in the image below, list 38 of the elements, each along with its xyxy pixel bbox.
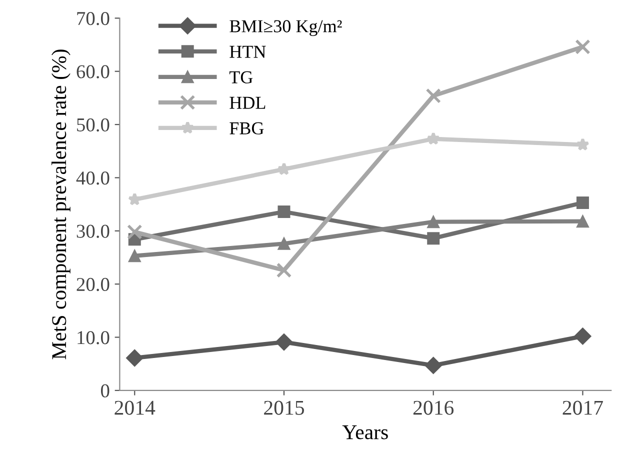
point [277, 162, 291, 176]
x-axis-title: Years [342, 425, 388, 440]
y-axis-title: MetS component prevalence rate (%) [52, 50, 70, 360]
point [427, 232, 440, 245]
point [276, 262, 292, 278]
point [426, 88, 441, 104]
point [128, 250, 141, 262]
point [126, 224, 142, 240]
point [427, 216, 440, 228]
legend-label: TG [229, 71, 253, 84]
point [278, 237, 290, 250]
y-tick-label: 70.0 [77, 12, 110, 26]
x-tick-label: 2017 [562, 400, 603, 415]
legend-label: BMI≥30 Kg/m² [230, 20, 342, 36]
x-tick-label: 2014 [114, 400, 156, 415]
x-tick-label: 2016 [413, 400, 454, 415]
y-tick-label: 20.0 [76, 278, 110, 292]
y-tick-label: 10.0 [78, 331, 110, 344]
y-tick-label: 40.0 [76, 172, 110, 185]
point [574, 328, 592, 345]
point [575, 39, 590, 55]
point [576, 138, 590, 151]
point [424, 356, 442, 374]
x-tick-label: 2015 [264, 400, 304, 415]
y-tick-label: 50.0 [77, 118, 110, 132]
y-tick-label: 0 [100, 384, 110, 398]
legend-label: HTN [230, 46, 266, 58]
point [126, 349, 144, 367]
legend-label: HDL [230, 96, 266, 109]
y-tick-label: 60.0 [76, 65, 110, 78]
point [576, 215, 589, 228]
point [128, 192, 142, 206]
point [278, 205, 290, 218]
legend-label: FBG [230, 122, 264, 134]
point [426, 132, 440, 145]
y-tick-label: 30.0 [76, 224, 110, 238]
point [576, 196, 589, 209]
point [275, 333, 293, 351]
